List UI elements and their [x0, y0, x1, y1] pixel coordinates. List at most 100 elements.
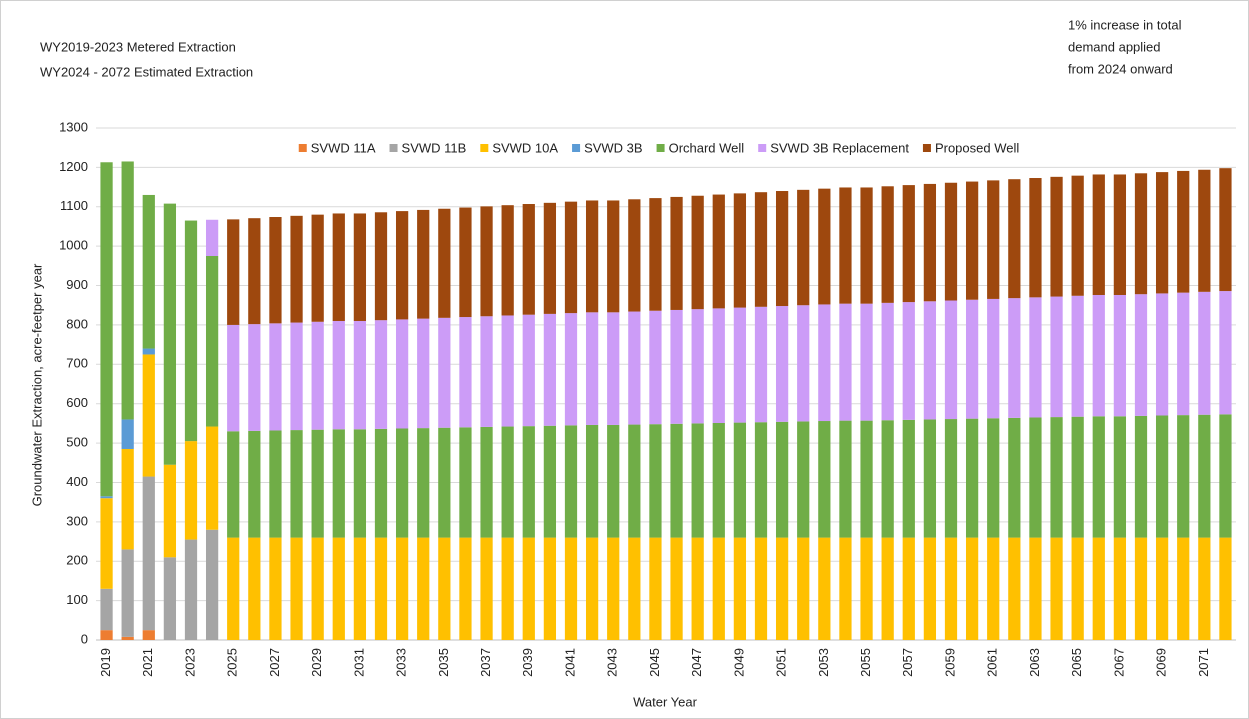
bar-segment	[691, 195, 704, 310]
bar-segment	[1134, 537, 1148, 640]
bar-segment	[839, 303, 852, 421]
legend-label: SVWD 3B Replacement	[770, 140, 909, 155]
bar-segment	[987, 537, 1000, 640]
x-tick-label: 2049	[731, 648, 746, 677]
bar-segment	[438, 317, 451, 428]
bar-segment	[290, 430, 303, 538]
bar-segment	[860, 537, 873, 640]
bar-segment	[818, 537, 831, 640]
bar-segment	[860, 420, 873, 538]
bar-segment	[1008, 179, 1021, 299]
bar-segment	[395, 319, 409, 429]
y-axis-label: Groundwater Extraction, acre-feetper yea…	[29, 263, 44, 506]
bar-segment	[543, 202, 557, 314]
bar-segment	[585, 312, 599, 425]
bar-segment	[712, 194, 725, 309]
bar-segment	[1008, 298, 1021, 418]
bar-segment	[733, 307, 747, 423]
bar-segment	[564, 537, 578, 640]
bar-segment	[965, 418, 979, 538]
bar-segment	[691, 537, 704, 640]
bar-segment	[944, 182, 958, 301]
bar-segment	[1155, 293, 1169, 416]
bar-segment	[607, 200, 620, 313]
bar-segment	[248, 430, 261, 538]
y-tick-label: 800	[66, 316, 88, 331]
bar-segment	[501, 426, 514, 538]
bar-segment	[311, 429, 324, 538]
bar-segment	[902, 185, 915, 303]
bar-segment	[649, 424, 662, 538]
bar-segment	[881, 302, 894, 421]
bar-segment	[1071, 416, 1084, 538]
bar-segment	[1092, 174, 1105, 295]
y-tick-label: 900	[66, 277, 88, 292]
bar-segment	[269, 430, 282, 538]
bar-segment	[902, 302, 915, 420]
bar-segment	[142, 630, 155, 640]
x-tick-label: 2069	[1154, 648, 1169, 677]
legend-label: Proposed Well	[935, 140, 1019, 155]
bar-segment	[480, 537, 493, 640]
bar-segment	[1050, 537, 1063, 640]
x-tick-label: 2061	[985, 648, 1000, 677]
x-tick-label: 2047	[689, 648, 704, 677]
x-axis-label: Water Year	[633, 694, 698, 709]
bar-segment	[332, 320, 345, 430]
annotation: 1% increase in total	[1068, 17, 1182, 32]
chart-title: WY2019-2023 Metered Extraction	[40, 39, 236, 54]
bar-segment	[269, 323, 282, 431]
bar-segment	[480, 316, 493, 427]
legend-swatch	[656, 144, 665, 152]
bar-segment	[311, 321, 324, 430]
bar-segment	[501, 537, 514, 640]
bar-segment	[438, 427, 451, 538]
bar-segment	[184, 441, 198, 540]
bar-segment	[227, 537, 240, 640]
bar-segment	[121, 448, 134, 550]
bar-segment	[374, 320, 388, 429]
bar-segment	[839, 187, 852, 304]
x-tick-label: 2039	[520, 648, 535, 677]
bar-segment	[628, 424, 641, 538]
bar-segment	[459, 427, 472, 538]
bar-segment	[923, 301, 937, 420]
bar-segment	[205, 529, 219, 640]
bar-segment	[839, 537, 852, 640]
bar-segment	[649, 198, 662, 311]
x-tick-label: 2063	[1027, 648, 1042, 677]
legend-swatch	[298, 144, 307, 152]
bar-segment	[121, 549, 134, 637]
bar-segment	[818, 421, 831, 538]
bar-segment	[1008, 537, 1021, 640]
bar-segment	[1155, 537, 1169, 640]
legend-label: SVWD 10A	[492, 140, 558, 155]
y-tick-label: 700	[66, 356, 88, 371]
bar-segment	[797, 537, 810, 640]
legend-label: SVWD 11B	[402, 140, 467, 155]
bar-segment	[944, 300, 958, 420]
bar-segment	[1134, 415, 1148, 538]
legend-swatch	[389, 144, 398, 152]
bar-segment	[417, 209, 430, 319]
bar-segment	[712, 308, 725, 423]
bar-segment	[1050, 417, 1063, 538]
bar-segment	[628, 311, 641, 425]
bar-segment	[353, 213, 367, 321]
bar-segment	[775, 537, 789, 640]
bar-segment	[1155, 172, 1169, 294]
x-tick-label: 2065	[1069, 648, 1084, 677]
x-tick-label: 2031	[351, 648, 366, 677]
y-tick-label: 100	[66, 592, 88, 607]
bar-segment	[163, 557, 177, 640]
bar-segment	[290, 537, 303, 640]
y-tick-label: 400	[66, 474, 88, 489]
bar-segment	[1177, 292, 1190, 416]
legend-label: SVWD 11A	[311, 140, 376, 155]
bar-segment	[649, 310, 662, 425]
bar-segment	[100, 588, 113, 631]
bar-segment	[227, 431, 240, 538]
x-tick-label: 2033	[394, 648, 409, 677]
bar-segment	[100, 496, 113, 499]
bar-segment	[607, 537, 620, 640]
